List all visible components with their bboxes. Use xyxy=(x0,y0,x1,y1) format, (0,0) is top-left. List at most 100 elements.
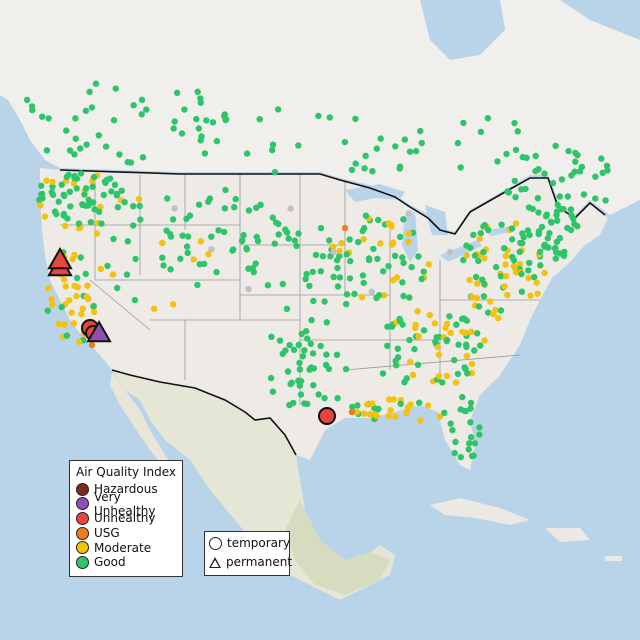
monitor-dot xyxy=(307,340,314,347)
monitor-dot xyxy=(257,201,264,208)
monitor-dot xyxy=(568,172,575,179)
monitor-dot xyxy=(86,88,93,96)
monitor-dot xyxy=(498,221,505,228)
monitor-dot xyxy=(60,191,67,198)
monitor-dot xyxy=(159,254,166,261)
monitor-dot xyxy=(461,364,468,371)
usg-swatch xyxy=(76,526,89,540)
monitor-dot xyxy=(494,158,501,165)
monitor-dot xyxy=(459,393,466,401)
monitor-dot xyxy=(501,283,508,290)
monitor-dot xyxy=(359,272,367,279)
monitor-dot xyxy=(406,148,414,155)
monitor-dot xyxy=(360,236,367,243)
legend-label: Good xyxy=(94,555,126,570)
monitor-dot xyxy=(467,419,474,426)
legend-label: Moderate xyxy=(94,540,152,555)
monitor-dot xyxy=(70,320,78,327)
monitor-dot xyxy=(435,373,443,380)
monitor-dot xyxy=(467,399,475,407)
monitor-dot xyxy=(68,309,75,316)
monitor-dot xyxy=(567,206,575,213)
monitor-dot xyxy=(72,135,79,142)
monitor-dot xyxy=(92,80,100,87)
monitor-dot xyxy=(271,240,278,247)
monitor-dot xyxy=(49,178,56,186)
monitor-dot xyxy=(43,177,50,184)
monitor-dot xyxy=(303,328,310,335)
hispaniola xyxy=(545,528,590,542)
monitor-dot xyxy=(552,255,559,262)
monitor-dot xyxy=(82,202,90,209)
monitor-dot xyxy=(222,186,229,194)
monitor-dot xyxy=(477,230,484,237)
monitor-dot xyxy=(308,316,315,324)
monitor-dot xyxy=(28,103,36,110)
monitor-dot xyxy=(110,235,117,243)
monitor-dot xyxy=(326,114,333,121)
monitor-dot xyxy=(269,214,276,221)
monitor-dot xyxy=(417,417,424,424)
monitor-dot xyxy=(71,151,78,158)
monitor-dot xyxy=(553,211,560,219)
monitor-dot xyxy=(425,261,432,268)
monitor-dot xyxy=(61,222,69,230)
monitor-dot xyxy=(319,253,327,260)
monitor-dot xyxy=(185,233,192,240)
monitor-dot xyxy=(546,230,553,237)
monitor-dot xyxy=(420,327,428,334)
monitor-dot xyxy=(190,256,197,263)
monitor-dot xyxy=(417,127,424,135)
monitor-dot xyxy=(362,212,370,219)
monitor-dot xyxy=(114,204,122,211)
monitor-dot xyxy=(100,191,108,199)
monitor-dot xyxy=(85,295,92,303)
monitor-dot xyxy=(441,409,448,416)
monitor-dot xyxy=(462,329,469,337)
monitor-dot xyxy=(315,391,322,398)
monitor-dot xyxy=(470,452,477,459)
monitor-dot xyxy=(79,305,86,312)
hazardous-swatch xyxy=(76,482,89,496)
monitor-dot xyxy=(38,191,45,198)
monitor-dot xyxy=(407,358,414,366)
legend-label: Unhealthy xyxy=(94,511,156,526)
monitor-dot xyxy=(602,197,609,204)
monitor-dot xyxy=(184,249,191,257)
monitor-dot xyxy=(446,313,453,320)
monitor-dot xyxy=(44,307,51,314)
monitor-dot xyxy=(336,274,344,281)
monitor-dot xyxy=(39,113,46,120)
monitor-dot xyxy=(511,119,518,127)
monitor-dot xyxy=(178,130,186,137)
monitor-dot xyxy=(451,449,458,457)
monitor-dot xyxy=(101,178,109,185)
monitor-dot xyxy=(61,321,68,328)
monitor-dot xyxy=(479,276,486,283)
legend-item-usg: USG xyxy=(70,526,182,541)
monitor-dot xyxy=(541,170,548,177)
monitor-dot xyxy=(467,405,474,412)
monitor-dot xyxy=(295,341,302,348)
monitor-dot xyxy=(171,118,178,125)
legend-item-temporary: temporary xyxy=(205,535,290,551)
monitor-dot xyxy=(231,204,238,211)
monitor-dot xyxy=(518,270,525,278)
monitor-dot xyxy=(360,279,367,287)
monitor-dot xyxy=(333,351,341,358)
monitor-dot xyxy=(397,317,404,325)
monitor-dot xyxy=(399,254,406,261)
monitor-dot xyxy=(405,238,412,246)
monitor-dot xyxy=(467,434,475,441)
monitor-dot xyxy=(336,247,343,255)
monitor-dot xyxy=(330,243,337,250)
monitor-dot xyxy=(88,341,96,349)
monitor-dot xyxy=(309,268,316,276)
monitor-dot xyxy=(485,226,492,234)
monitor-dot xyxy=(490,310,497,318)
monitor-dot xyxy=(229,247,236,254)
monitor-dot xyxy=(195,201,203,208)
monitor-dot xyxy=(408,263,415,271)
monitor-dot xyxy=(250,268,257,276)
